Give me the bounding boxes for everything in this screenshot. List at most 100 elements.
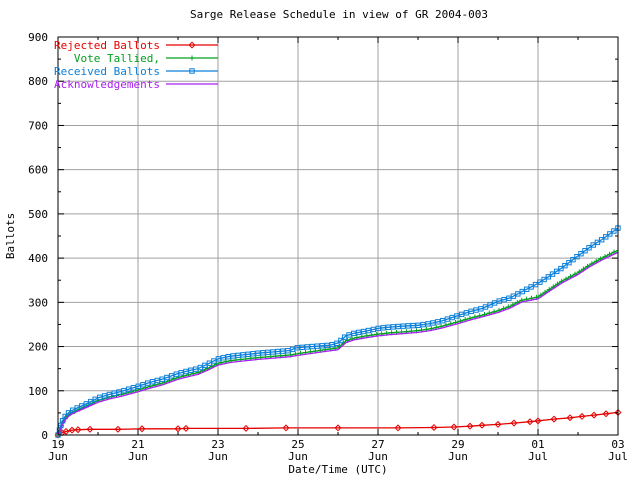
marker-square (410, 322, 416, 329)
marker-square (549, 271, 556, 277)
series-layer (54, 225, 622, 439)
marker-diamond (450, 423, 458, 431)
marker-square (299, 344, 305, 351)
plot-border (57, 36, 619, 436)
x-tick-label-month: Jun (288, 450, 308, 463)
marker-square (570, 256, 576, 263)
marker-square (355, 329, 362, 336)
marker-square (189, 68, 195, 74)
marker-square (380, 325, 386, 331)
marker-diamond (494, 420, 502, 428)
marker-diamond (68, 426, 76, 434)
legend-label: Rejected Ballots (54, 39, 160, 52)
marker-diamond (282, 424, 290, 432)
x-tick-label-day: 23 (211, 438, 224, 451)
marker-diamond (174, 425, 182, 433)
grid-layer (58, 37, 618, 435)
legend-item-rejected-ballots: Rejected Ballots (54, 39, 218, 52)
x-tick-label-month: Jul (608, 450, 628, 463)
legend-label: Vote Tallied, (74, 52, 160, 65)
marker-square (558, 265, 564, 272)
marker-square (338, 337, 344, 344)
marker-square (562, 262, 568, 269)
series-rejected-ballots (54, 408, 622, 439)
legend-item-acknowledgements: Acknowledgements (54, 78, 218, 91)
marker-square (607, 231, 613, 237)
marker-diamond (602, 410, 610, 418)
marker-square (275, 348, 281, 355)
x-axis-label: Date/Time (UTC) (288, 463, 387, 476)
marker-square (319, 343, 325, 349)
marker-diamond (182, 424, 190, 432)
series-line (57, 227, 619, 436)
marker-diamond (534, 417, 542, 425)
marker-square (235, 352, 241, 359)
marker-square (574, 253, 580, 260)
y-tick-label: 600 (28, 164, 48, 177)
marker-square (598, 237, 605, 243)
y-tick-label: 400 (28, 252, 48, 265)
x-tick-label-month: Jun (128, 450, 148, 463)
marker-diamond (114, 425, 122, 433)
x-tick-label-month: Jun (48, 450, 68, 463)
x-tick-label-month: Jul (528, 450, 548, 463)
marker-square (294, 345, 300, 351)
marker-square (425, 321, 431, 327)
marker-square (324, 342, 330, 349)
marker-square (578, 251, 584, 257)
y-tick-label: 700 (28, 119, 48, 132)
marker-plus (189, 55, 195, 61)
marker-diamond (526, 418, 534, 426)
marker-square (566, 259, 572, 266)
x-tick-label-day: 27 (371, 438, 384, 451)
marker-square (240, 352, 246, 358)
marker-square (375, 325, 381, 332)
legend-label: Acknowledgements (54, 78, 160, 91)
y-tick-label: 100 (28, 385, 48, 398)
marker-square (554, 268, 560, 275)
marker-diamond (394, 424, 402, 432)
marker-diamond (566, 414, 574, 422)
marker-diamond (430, 423, 438, 431)
x-tick-label-day: 01 (531, 438, 544, 451)
y-tick-label: 200 (28, 341, 48, 354)
series-received-ballots (55, 225, 621, 438)
marker-square (400, 323, 406, 329)
chart-title: Sarge Release Schedule in view of GR 200… (190, 8, 488, 21)
marker-diamond (138, 425, 146, 433)
marker-square (309, 343, 315, 350)
marker-diamond (334, 424, 342, 432)
marker-square (545, 274, 552, 280)
marker-square (603, 234, 609, 240)
marker-square (62, 413, 68, 420)
marker-diamond (466, 422, 474, 430)
marker-square (582, 248, 588, 254)
x-tick-label-day: 19 (51, 438, 64, 451)
marker-square (230, 353, 236, 359)
marker-diamond (550, 415, 558, 423)
marker-square (304, 344, 310, 350)
marker-square (265, 349, 271, 356)
y-tick-label: 900 (28, 31, 48, 44)
marker-square (611, 228, 617, 234)
x-tick-label-month: Jun (208, 450, 228, 463)
legend-item-vote-tallied: Vote Tallied, (74, 52, 218, 65)
x-tick-label-day: 21 (131, 438, 144, 451)
marker-diamond (590, 411, 598, 419)
marker-diamond (242, 424, 250, 432)
x-tick-label-month: Jun (448, 450, 468, 463)
series-line (57, 251, 619, 436)
marker-square (351, 330, 357, 337)
marker-diamond (74, 426, 82, 434)
marker-square (260, 350, 266, 356)
marker-diamond (188, 41, 196, 49)
x-tick-label-day: 25 (291, 438, 304, 451)
marker-square (250, 351, 256, 357)
x-tick-label-day: 03 (611, 438, 624, 451)
marker-square (334, 340, 340, 347)
y-tick-label: 0 (41, 429, 48, 442)
legend-label: Received Ballots (54, 65, 160, 78)
y-tick-label: 500 (28, 208, 48, 221)
